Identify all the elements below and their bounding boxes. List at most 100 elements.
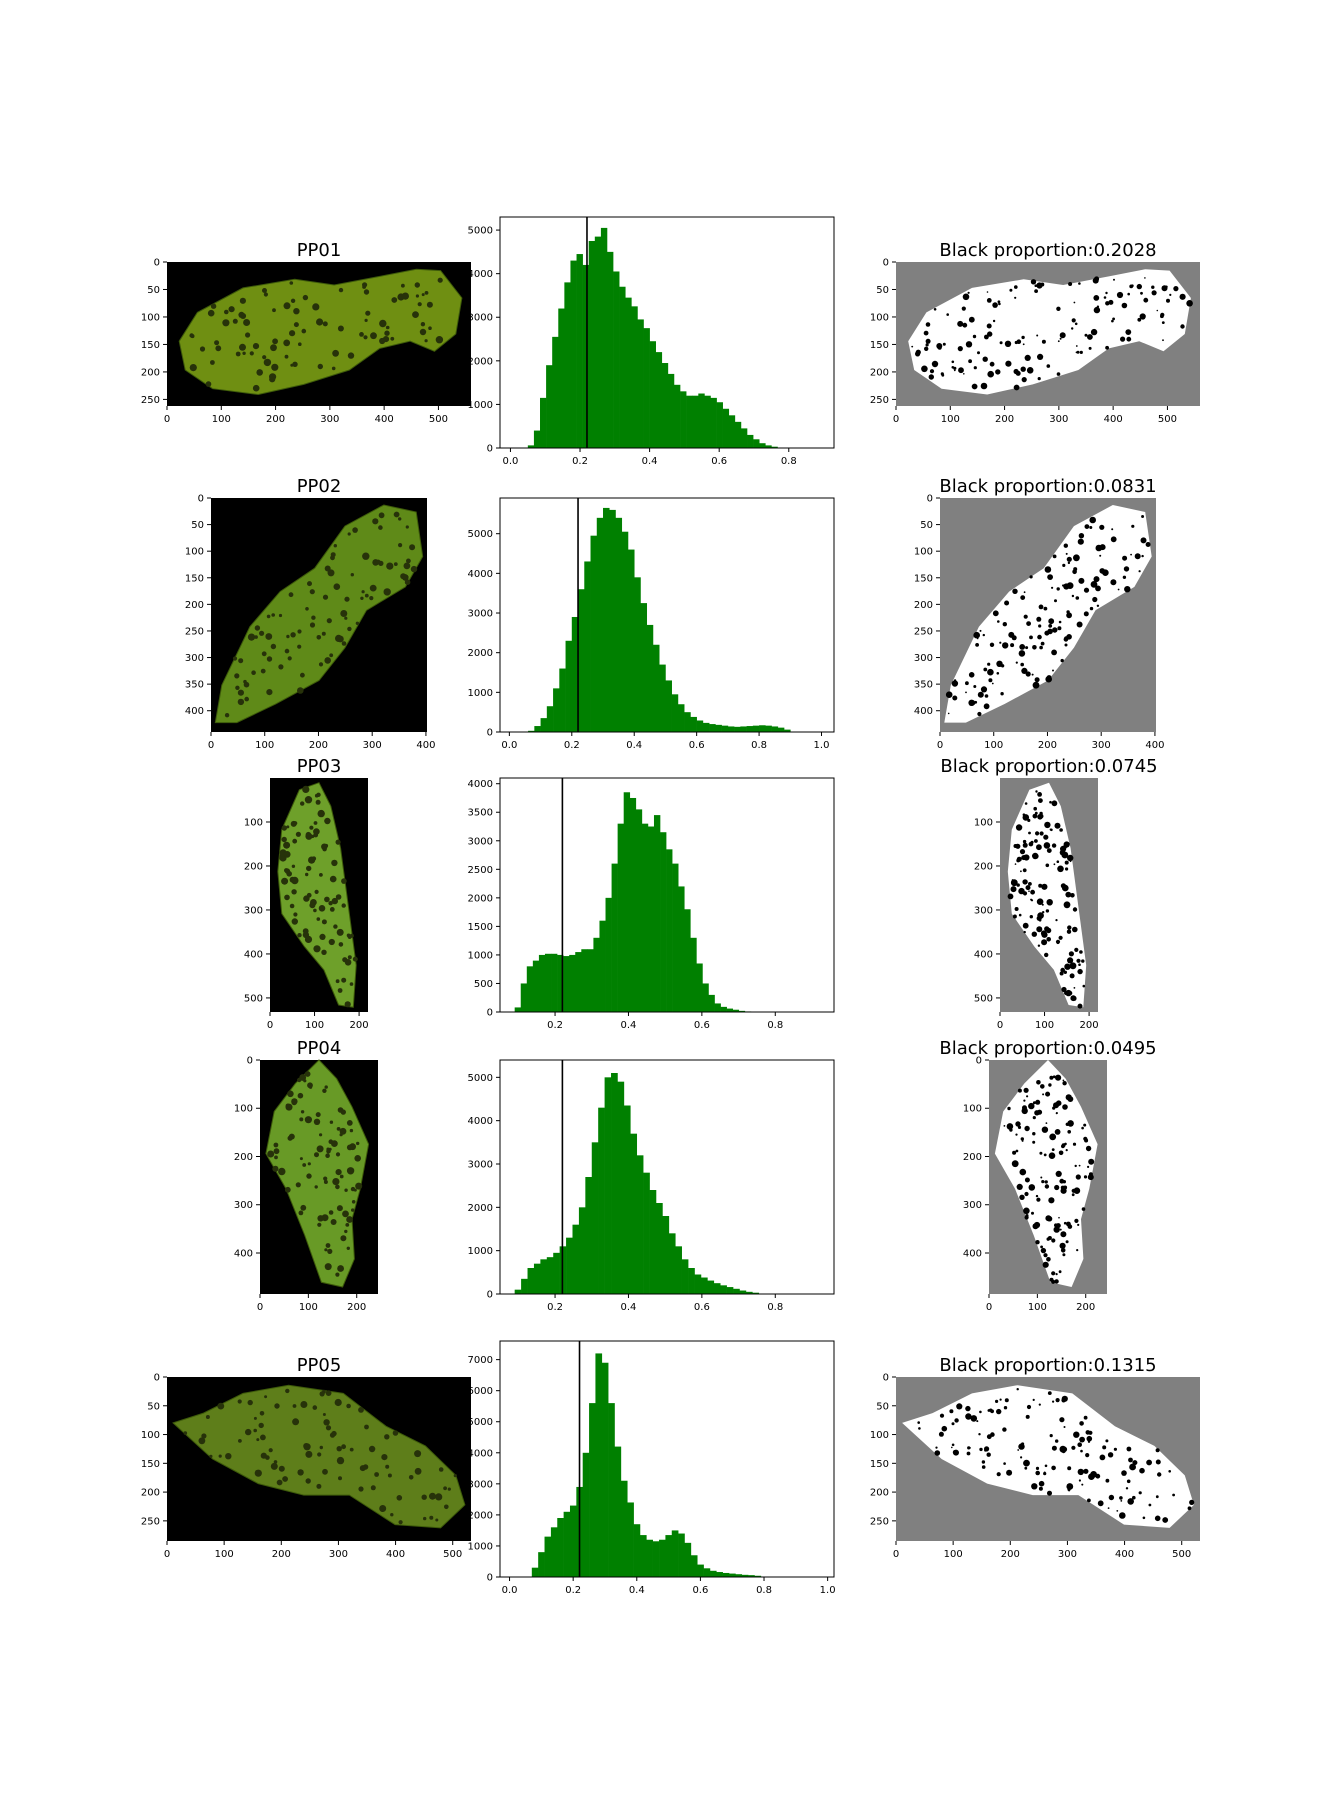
histogram-bar [546, 706, 554, 732]
mask-spot [1111, 528, 1114, 531]
histogram-bar [578, 1207, 586, 1294]
frog-spot [396, 1495, 403, 1501]
frog-spot [341, 977, 347, 983]
frog-spot [237, 689, 244, 696]
mask-spot [1032, 813, 1038, 819]
histogram-bar [639, 1535, 647, 1577]
mask-spot [977, 691, 984, 698]
mask-spot [1022, 842, 1028, 848]
mask-spot [1096, 604, 1100, 607]
mask-spot [1042, 1093, 1045, 1096]
mask-spot [1045, 1091, 1051, 1097]
mask-spot [1055, 1439, 1059, 1443]
mask-spot [1051, 1271, 1056, 1276]
mask-spot [1138, 1491, 1142, 1495]
mask-spot [1065, 552, 1068, 555]
mask-spot [954, 1418, 959, 1423]
mask-spot [1038, 1486, 1043, 1491]
frog-spot [234, 673, 240, 679]
mask-spot [979, 1447, 983, 1452]
frog-spot [341, 1444, 346, 1450]
histogram-ytick-label: 4000 [468, 1116, 493, 1127]
frog-spot [269, 373, 277, 381]
mask-spot [1075, 596, 1080, 600]
frog-spot [274, 1403, 280, 1409]
mask-spot [1007, 893, 1014, 900]
mask-spot [968, 316, 975, 323]
mask-spot [1142, 1516, 1146, 1520]
mask-spot [981, 1460, 986, 1464]
mask-spot [988, 678, 993, 683]
frog-spot [417, 302, 422, 307]
mask-spot [984, 334, 989, 340]
mask-spot [1075, 345, 1078, 347]
mask-xtick-label: 100 [1035, 1020, 1054, 1031]
frog-body [265, 1059, 370, 1288]
photo-xtick-label: 200 [350, 1020, 369, 1031]
mask-spot [1129, 1463, 1136, 1471]
mask-spot [1018, 913, 1022, 917]
frog-spot [326, 618, 332, 624]
histogram-ytick-label: 2000 [468, 356, 493, 367]
mask-spot [1187, 1506, 1192, 1511]
frog-spot [304, 1071, 311, 1077]
photo-xtick-label: 200 [309, 740, 328, 751]
mask-spot [1087, 1165, 1090, 1168]
mask-spot [911, 345, 914, 348]
row-pp03: 0 100 200 100 200 300 400 500 PP03 0.2 0.4 0.6 0.8 0 5… [244, 756, 1158, 1031]
mask-spot [1024, 1466, 1028, 1470]
mask-spot [1029, 635, 1033, 640]
histogram-bar [709, 724, 716, 732]
frog-spot [312, 303, 320, 311]
mask-ytick-label: 0 [883, 258, 889, 269]
mask-spot [1052, 1400, 1055, 1403]
mask-spot [1055, 1074, 1062, 1081]
frog-spot [232, 318, 238, 324]
mask-spot [1041, 1126, 1049, 1133]
mask-xtick-label: 100 [941, 414, 960, 425]
frog-spot [283, 302, 291, 310]
mask-spot [986, 323, 992, 329]
frog-spot [189, 364, 197, 372]
mask-spot [1084, 333, 1088, 337]
histogram-bar [559, 668, 566, 732]
mask-spot [1026, 1095, 1029, 1098]
frog-spot [284, 648, 290, 654]
histogram-bar [604, 1077, 612, 1294]
histogram-bar [653, 815, 661, 1012]
mask-spot [965, 341, 973, 348]
frog-spot [354, 1155, 362, 1162]
mask-spot [1000, 692, 1004, 696]
frog-spot [420, 322, 426, 327]
mask-spot [1151, 290, 1157, 296]
mask-spot [1052, 1075, 1056, 1079]
photo-ytick-label: 200 [141, 1488, 160, 1499]
mask-spot [1013, 384, 1020, 391]
mask-title: Black proportion:0.0495 [939, 1038, 1156, 1059]
histogram-xtick-label: 0.6 [711, 456, 727, 467]
frog-spot [253, 1416, 257, 1420]
mask-spot [965, 1405, 971, 1412]
histogram-xtick-label: 0.4 [621, 1302, 637, 1313]
histogram-bar [606, 251, 614, 448]
mask-spot [1049, 800, 1052, 804]
frog-spot [359, 1465, 366, 1472]
histogram-bar [729, 1573, 736, 1577]
histogram-xtick-label: 1.0 [820, 1585, 836, 1596]
histogram-bar [748, 1575, 755, 1577]
mask-title: Black proportion:0.0831 [939, 476, 1156, 497]
frog-spot [319, 873, 323, 877]
histogram-xtick-label: 0.6 [689, 740, 705, 751]
histogram-bar [569, 1505, 577, 1577]
histogram-frame [499, 497, 835, 733]
frog-spot [349, 933, 354, 938]
mask-spot [924, 346, 929, 351]
mask-spot [1055, 1170, 1062, 1177]
histogram-bar [565, 640, 573, 732]
histogram-bar [619, 286, 626, 448]
mask-spot [1015, 843, 1021, 849]
histogram-frame [499, 216, 835, 449]
mask-ytick-label: 400 [974, 949, 993, 960]
mask-spot [1066, 556, 1072, 562]
frog-spot [274, 1155, 278, 1160]
